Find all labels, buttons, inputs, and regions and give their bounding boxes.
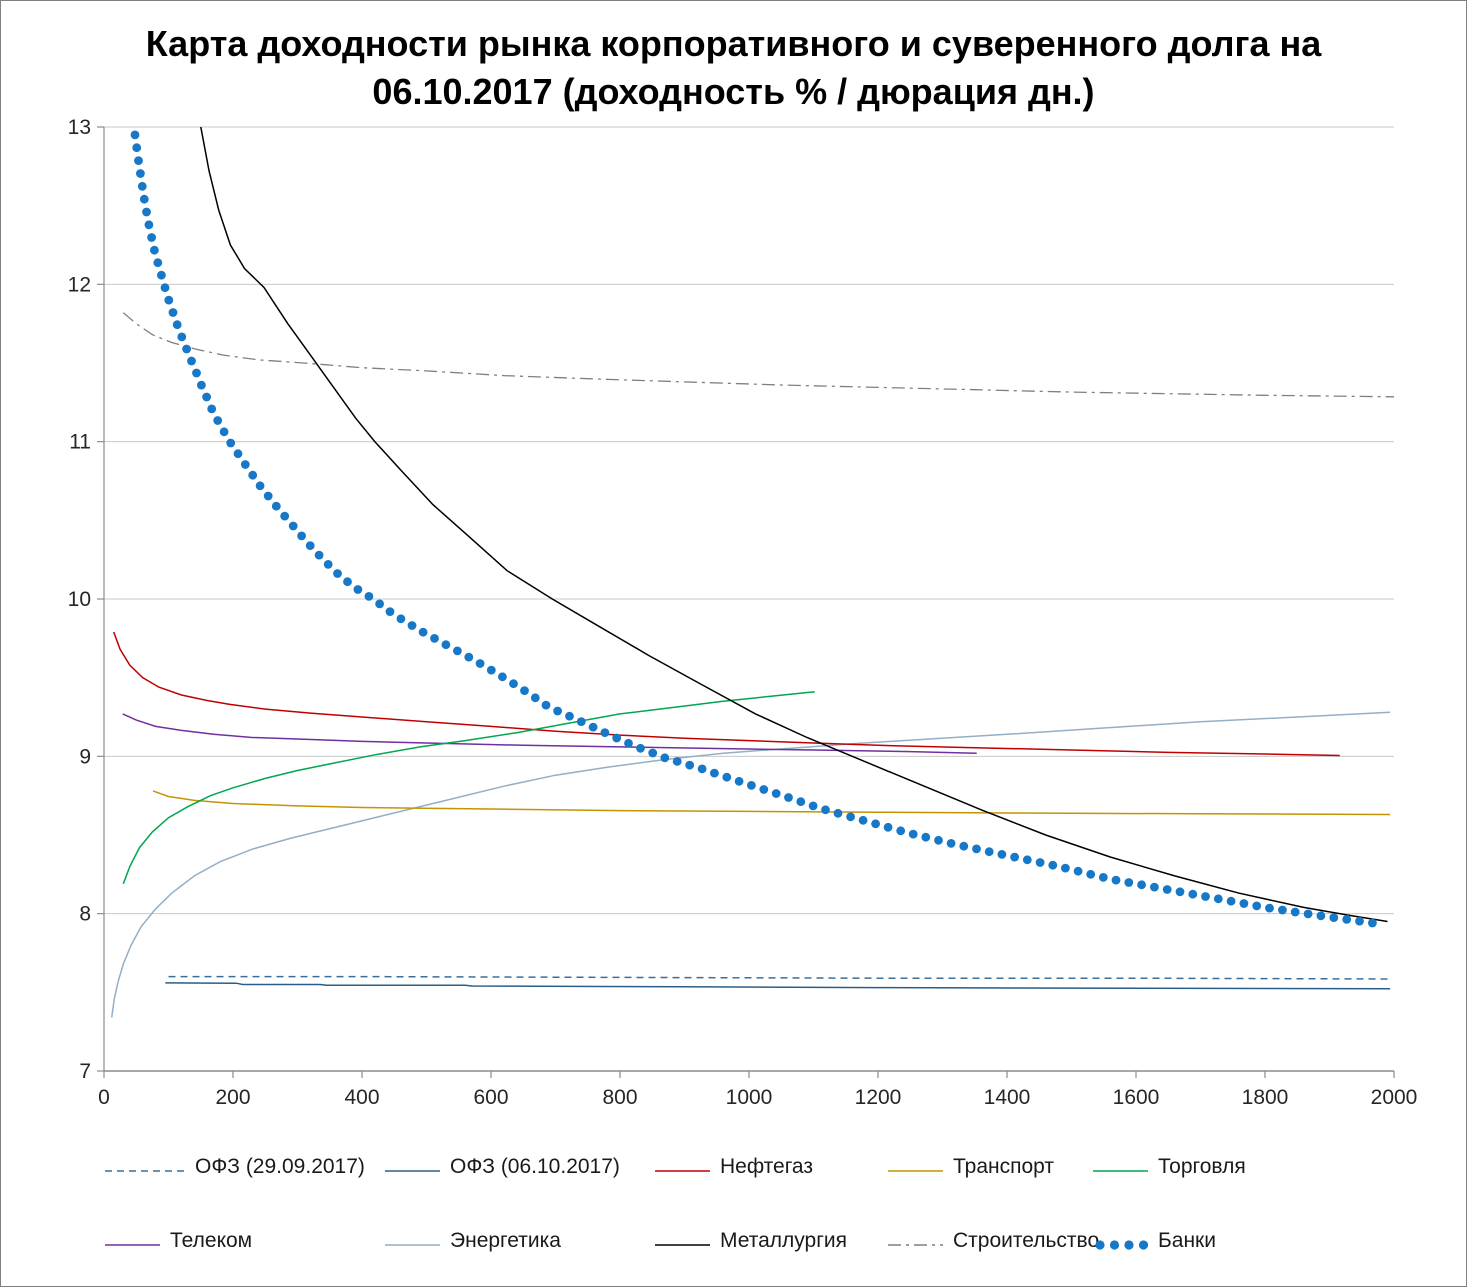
series-line-4 [122,691,815,885]
x-tick-label: 2000 [1371,1086,1418,1109]
y-tick-label: 11 [69,431,91,454]
legend-label: Транспорт [953,1155,1054,1178]
x-tick-label: 200 [215,1086,250,1109]
series-line-8 [122,312,1395,398]
legend-swatch-stroitelstvo [888,1234,943,1248]
y-tick-label: 8 [79,903,91,926]
legend-swatch-banki [1093,1234,1149,1250]
series-line-5 [122,713,977,754]
legend-swatch-neftegaz [655,1160,710,1174]
legend-item-torgovlya: Торговля [1093,1152,1246,1182]
y-tick-label: 7 [79,1060,91,1083]
chart-title: Карта доходности рынка корпоративного и … [0,20,1467,115]
series-line-7 [200,126,1388,923]
chart-title-line2: 06.10.2017 (доходность % / дюрация дн.) [372,70,1095,112]
x-tick-label: 600 [473,1086,508,1109]
legend-label: ОФЗ (06.10.2017) [450,1155,620,1178]
y-tick-label: 13 [68,116,91,139]
series-line-1 [165,982,1391,990]
legend-label: Металлургия [720,1229,847,1252]
series-line-0 [168,975,1389,980]
y-tick-label: 9 [79,745,91,768]
x-tick-label: 1800 [1242,1086,1289,1109]
legend-item-transport: Транспорт [888,1152,1054,1182]
legend-swatch-energetika [385,1234,440,1248]
series-line-2 [112,631,1340,757]
legend-swatch-transport [888,1160,943,1174]
x-tick-label: 1400 [984,1086,1031,1109]
x-tick-label: 1600 [1113,1086,1160,1109]
series-line-3 [152,790,1391,816]
x-tick-label: 800 [602,1086,637,1109]
legend-swatch-ofz-prev [105,1160,185,1174]
series-line-6 [110,711,1391,1018]
legend-swatch-telekom [105,1234,160,1248]
legend-label: Банки [1158,1229,1216,1252]
legend-label: Строительство [953,1229,1100,1252]
legend-label: Телеком [170,1229,253,1252]
chart-title-line1: Карта доходности рынка корпоративного и … [145,23,1322,64]
y-tick-label: 10 [68,588,91,611]
x-tick-label: 400 [344,1086,379,1109]
legend-label: Торговля [1158,1155,1246,1178]
legend-item-telekom: Телеком [105,1226,252,1256]
legend-item-neftegaz: Нефтегаз [655,1152,813,1182]
legend-item-banki: Банки [1093,1226,1216,1256]
legend-item-energetika: Энергетика [385,1226,561,1256]
x-tick-label: 1200 [855,1086,902,1109]
legend-swatch-ofz-cur [385,1160,440,1174]
legend-label: ОФЗ (29.09.2017) [195,1155,365,1178]
legend-item-stroitelstvo: Строительство [888,1226,1099,1256]
x-tick-label: 1000 [726,1086,773,1109]
legend-label: Энергетика [450,1229,561,1252]
legend-item-metallurgiya: Металлургия [655,1226,847,1256]
y-tick-label: 12 [68,273,91,296]
legend-label: Нефтегаз [720,1155,813,1178]
legend-swatch-metallurgiya [655,1234,710,1248]
x-tick-label: 0 [98,1086,110,1109]
series-dots-9 [130,130,1377,928]
legend-swatch-torgovlya [1093,1160,1148,1174]
legend-item-ofz-prev: ОФЗ (29.09.2017) [105,1152,365,1182]
legend-item-ofz-cur: ОФЗ (06.10.2017) [385,1152,620,1182]
